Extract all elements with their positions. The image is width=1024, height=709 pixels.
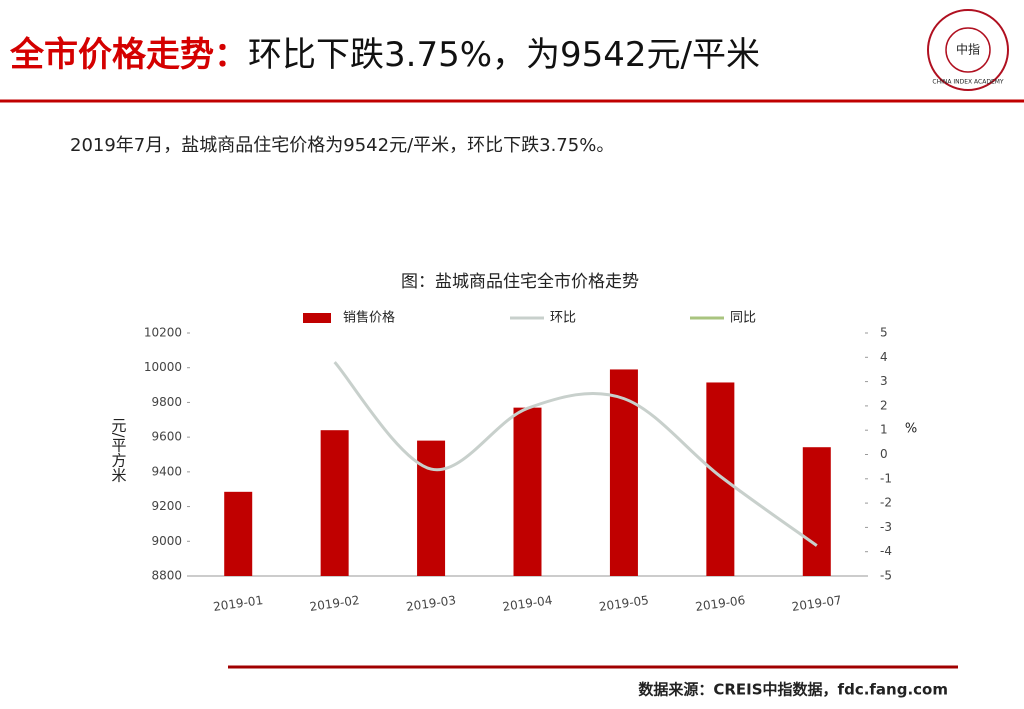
y2-tick-label: 5 [880, 326, 888, 340]
y-tick-label: 10000 [144, 360, 182, 374]
x-tick-label: 2019-03 [405, 593, 457, 614]
y2-tick-label: 0 [880, 447, 888, 461]
y-tick-label: 8800 [151, 569, 182, 583]
title-rest-text: 环比下跌3.75%，为9542元/平米 [248, 35, 760, 75]
chart-title: 图：盐城商品住宅全市价格走势 [401, 272, 639, 292]
x-tick-label: 2019-02 [309, 593, 361, 614]
bar [224, 491, 253, 576]
bar [320, 430, 349, 576]
summary: 2019年7月，盐城商品住宅价格为9542元/平米，环比下跌3.75%。 [70, 135, 614, 156]
legend-label: 环比 [550, 311, 576, 326]
y2-tick-label: 4 [880, 350, 888, 364]
bar [802, 447, 831, 576]
logo-inner [945, 27, 991, 73]
y-tick-label: 9000 [151, 534, 182, 548]
y2-tick-label: -2 [880, 496, 892, 510]
bar [417, 440, 446, 576]
title-lead-text: 全市价格走势： [9, 35, 248, 75]
bar [513, 407, 542, 576]
bar [609, 369, 638, 576]
y-tick-label: 9800 [151, 395, 182, 409]
logo-ring-text: CHINA INDEX ACADEMY [932, 79, 1004, 86]
x-tick-label: 2019-06 [694, 593, 746, 614]
y2-tick-label: -5 [880, 569, 892, 583]
y2-tick-label: 3 [880, 374, 888, 388]
legend-label: 同比 [730, 311, 756, 326]
y-axis-label: 元/平方米 [110, 417, 128, 482]
y-tick-label: 9600 [151, 430, 182, 444]
title-lead: 全市价格走势：环比下跌3.75%，为9542元/平米 [9, 35, 760, 75]
y2-tick-label: -4 [880, 544, 892, 558]
y-tick-label: 10200 [144, 326, 182, 340]
source: 数据来源：CREIS中指数据，fdc.fang.com [638, 681, 948, 699]
line [333, 361, 818, 547]
bar [706, 382, 735, 576]
y2-tick-label: -3 [880, 520, 892, 534]
y2-axis-label: % [905, 422, 917, 437]
y-tick-label: 9400 [151, 464, 182, 478]
y-tick-label: 9200 [151, 499, 182, 513]
y2-tick-label: -1 [880, 471, 892, 485]
legend-label: 销售价格 [343, 310, 395, 326]
legend-swatch [303, 313, 331, 323]
x-tick-label: 2019-01 [212, 593, 264, 614]
logo-ring [927, 9, 1009, 91]
x-tick-label: 2019-07 [791, 593, 843, 614]
y2-tick-label: 1 [880, 423, 888, 437]
logo-center: 中指 [956, 42, 980, 57]
x-tick-label: 2019-05 [598, 593, 650, 614]
x-tick-label: 2019-04 [502, 593, 554, 614]
y2-tick-label: 2 [880, 398, 888, 412]
